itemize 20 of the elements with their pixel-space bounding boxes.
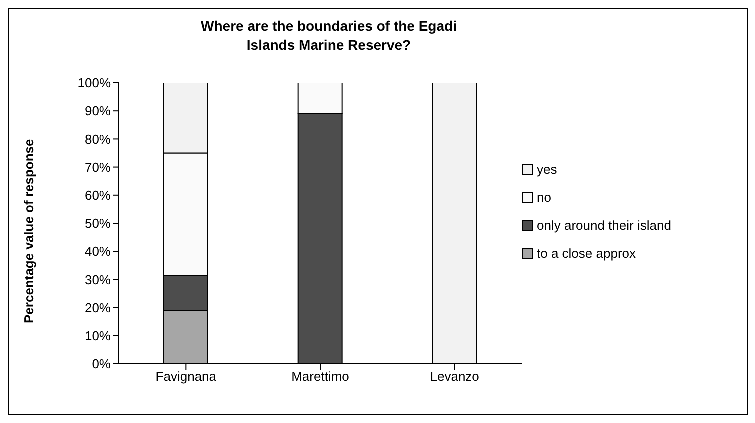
x-tick-label: Marettimo <box>292 369 350 384</box>
x-tick-label: Favignana <box>156 369 218 384</box>
legend-label: no <box>537 190 552 205</box>
y-tick-label: 10% <box>84 328 112 344</box>
y-tick-label: 0% <box>92 356 112 372</box>
y-tick-label: 90% <box>84 104 112 119</box>
y-tick-label: 30% <box>84 272 112 288</box>
y-tick-label: 50% <box>84 216 112 232</box>
x-tick-label: Levanzo <box>430 369 480 384</box>
legend-label: yes <box>537 162 558 177</box>
y-tick-label: 100% <box>78 76 112 91</box>
chart-title: Where are the boundaries of the Egadi Islands Marine Reserve? <box>200 17 458 55</box>
legend-label: only around their island <box>537 218 672 233</box>
y-tick-label: 60% <box>84 188 112 204</box>
y-tick-label: 80% <box>84 132 112 147</box>
y-tick-label: 40% <box>84 244 112 260</box>
y-axis-title: Percentage value of response <box>22 139 37 324</box>
legend-label: to a close approx <box>537 246 636 261</box>
y-tick-label: 20% <box>84 300 112 316</box>
y-tick-label: 70% <box>84 160 112 175</box>
